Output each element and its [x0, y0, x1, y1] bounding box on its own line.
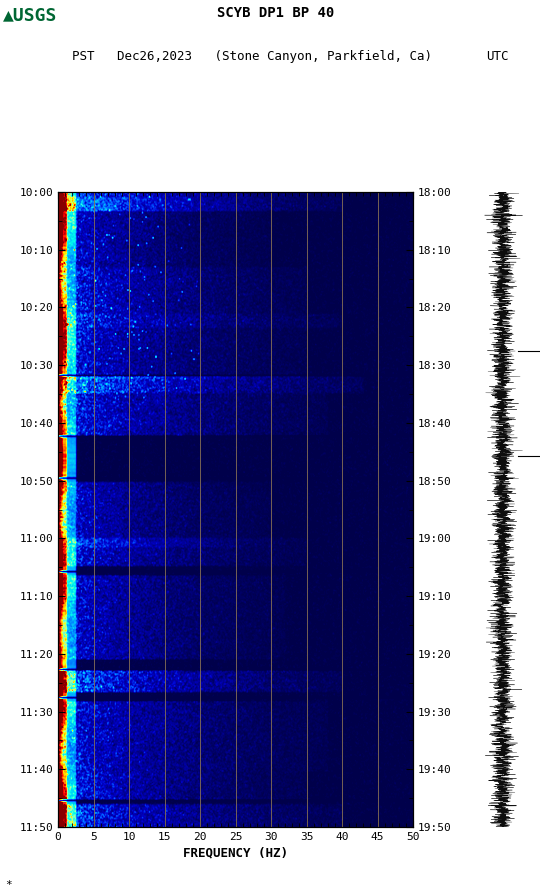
- X-axis label: FREQUENCY (HZ): FREQUENCY (HZ): [183, 846, 288, 859]
- Text: SCYB DP1 BP 40: SCYB DP1 BP 40: [217, 6, 335, 21]
- Text: UTC: UTC: [486, 50, 508, 62]
- Text: ▲USGS: ▲USGS: [3, 6, 57, 24]
- Text: PST   Dec26,2023   (Stone Canyon, Parkfield, Ca): PST Dec26,2023 (Stone Canyon, Parkfield,…: [72, 50, 432, 62]
- Text: *: *: [6, 880, 12, 889]
